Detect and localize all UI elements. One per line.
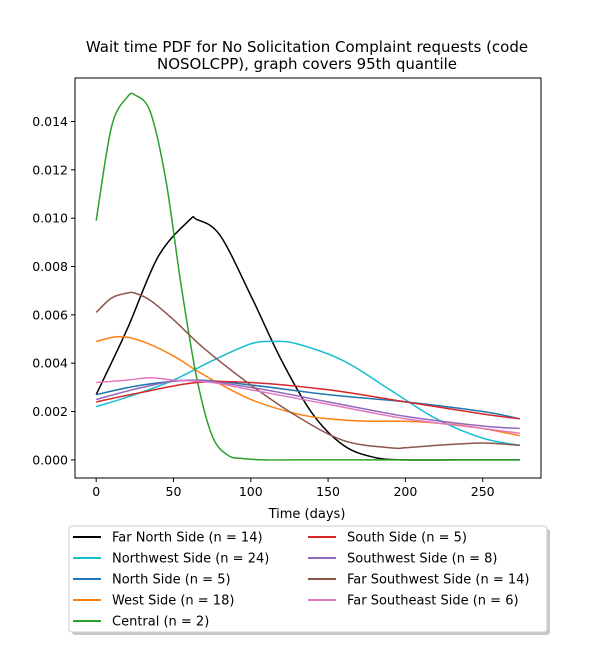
- y-tick-label: 0.002: [32, 404, 68, 419]
- y-tick-label: 0.010: [32, 211, 68, 226]
- y-tick-label: 0.000: [32, 452, 68, 467]
- legend-label-southwest-side: Southwest Side (n = 8): [347, 552, 497, 567]
- plot-series: [95, 92, 520, 461]
- plot-frame: [74, 77, 542, 479]
- series-line-central: [95, 92, 520, 461]
- x-tick-label: 150: [316, 484, 340, 499]
- y-tick-label: 0.004: [32, 356, 68, 371]
- x-axis: 0 50 100 150 200 250: [92, 478, 495, 499]
- legend-label-northwest-side: Northwest Side (n = 24): [112, 552, 269, 567]
- legend: Far North Side (n = 14) Northwest Side (n…: [68, 525, 550, 635]
- y-tick-label: 0.006: [32, 307, 68, 322]
- legend-label-far-north-side: Far North Side (n = 14): [112, 531, 263, 546]
- series-line-far-southeast-side: [96, 376, 520, 435]
- legend-label-north-side: North Side (n = 5): [112, 573, 231, 588]
- series-line-north-side: [96, 379, 520, 420]
- chart-title: Wait time PDF for No Solicitation Compla…: [86, 38, 528, 73]
- y-tick-label: 0.014: [32, 114, 68, 129]
- series-line-northwest-side: [95, 340, 520, 447]
- x-tick-label: 50: [166, 484, 182, 499]
- x-tick-label: 0: [92, 484, 100, 499]
- legend-label-far-southeast-side: Far Southeast Side (n = 6): [347, 594, 519, 609]
- series-line-southwest-side: [95, 379, 520, 430]
- y-axis: 0.000 0.002 0.004 0.006 0.008 0.010 0.012 0.014: [32, 114, 75, 467]
- x-tick-label: 100: [239, 484, 263, 499]
- legend-label-south-side: South Side (n = 5): [347, 531, 467, 546]
- legend-label-west-side: West Side (n = 18): [112, 594, 234, 609]
- x-tick-label: 250: [471, 484, 495, 499]
- series-line-far-southwest-side: [95, 291, 520, 450]
- chart-title-line-1: Wait time PDF for No Solicitation Compla…: [86, 38, 528, 56]
- y-tick-label: 0.008: [32, 259, 68, 274]
- chart-title-line-2: NOSOLCPP), graph covers 95th quantile: [157, 55, 457, 73]
- legend-label-central: Central (n = 2): [112, 615, 209, 630]
- y-tick-label: 0.012: [32, 162, 68, 177]
- x-tick-label: 200: [393, 484, 417, 499]
- x-axis-label: Time (days): [268, 507, 346, 522]
- series-line-south-side: [96, 380, 520, 420]
- legend-label-far-southwest-side: Far Southwest Side (n = 14): [347, 573, 529, 588]
